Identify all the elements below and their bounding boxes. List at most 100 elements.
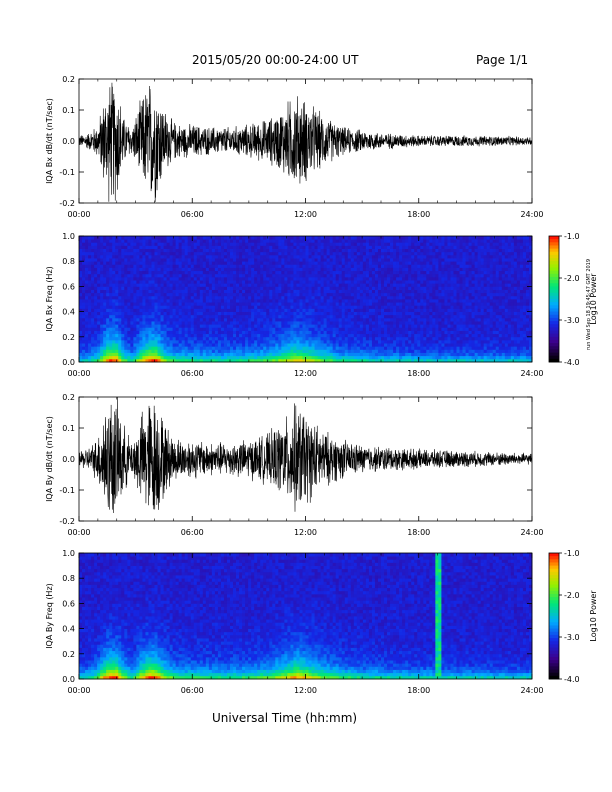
spectrogram-cell [350,339,355,344]
spectrogram-cell [175,305,180,309]
spectrogram-cell [205,289,210,294]
spectrogram-cell [275,327,279,331]
spectrogram-cell [157,324,161,328]
spectrogram-cell [184,324,189,328]
spectrogram-cell [411,251,415,256]
spectrogram-cell [278,302,282,306]
spectrogram-cell [305,358,309,363]
spectrogram-cell [381,346,385,350]
spectrogram-cell [226,245,231,249]
spectrogram-cell [169,336,174,341]
spectrogram-cell [368,245,373,249]
spectrogram-cell [371,336,376,341]
spectrogram-cell [390,270,394,275]
spectrogram-cell [326,339,331,344]
spectrogram-cell [314,248,318,253]
spectrogram-cell [353,317,358,322]
spectrogram-cell [323,349,328,353]
spectrogram-cell [429,286,433,290]
spectrogram-cell [154,267,158,272]
spectrogram-cell [269,264,273,268]
spectrogram-cell [323,239,328,243]
spectrogram-cell [239,270,243,275]
spectrogram-cell [356,248,361,253]
spectrogram-cell [124,254,128,259]
spectrogram-cell [202,317,207,322]
spectrogram-cell [287,299,291,303]
spectrogram-cell [341,273,346,278]
spectrogram-cell [347,267,352,272]
spectrogram-cell [384,355,388,360]
spectrogram-cell [426,280,430,284]
spectrogram-cell [106,305,110,309]
spectrogram-cell [284,264,288,268]
spectrogram-cell [408,336,412,341]
spectrogram-cell [426,317,430,322]
spectrogram-cell [175,324,180,328]
spectrogram-cell [408,317,412,322]
spectrogram-cell [91,280,95,284]
y-tick-label: -0.1 [59,168,75,177]
spectrogram-cell [103,295,107,300]
spectrogram-cell [293,321,297,325]
spectrogram-cell [350,251,355,256]
spectrogram-cell [148,286,152,290]
spectrogram-cell [341,292,346,297]
spectrogram-cell [305,254,309,259]
spectrogram-cell [214,352,219,357]
spectrogram-cell [329,339,334,344]
spectrogram-cell [374,327,379,331]
spectrogram-cell [193,236,198,240]
spectrogram-cell [106,267,110,272]
spectrogram-cell [423,358,427,363]
spectrogram-cell [429,299,433,303]
spectrogram-cell [223,261,228,265]
spectrogram-cell [154,245,158,249]
spectrogram-cell [290,317,294,322]
spectrogram-cell [160,267,164,272]
spectrogram-cell [266,242,270,246]
spectrogram-cell [202,292,207,297]
spectrogram-cell [353,324,358,328]
spectrogram-cell [353,339,358,344]
spectrogram-cell [248,330,252,335]
spectrogram-cell [109,286,113,290]
spectrogram-cell [426,299,430,303]
spectrogram-cell [332,343,337,347]
spectrogram-cell [130,276,134,281]
spectrogram-cell [196,258,201,262]
spectrogram-cell [341,299,346,303]
spectrogram-cell [399,339,403,344]
spectrogram-cell [163,339,167,344]
spectrogram-cell [384,358,388,363]
spectrogram-cell [326,333,331,338]
spectrogram-cell [257,289,261,294]
spectrogram-cell [305,314,309,319]
spectrogram-cell [94,346,98,350]
spectrogram-cell [317,330,321,335]
spectrogram-cell [175,352,180,357]
spectrogram-cell [408,258,412,262]
spectrogram-cell [405,317,409,322]
spectrogram-cell [432,355,436,360]
spectrogram-cell [254,302,258,306]
spectrogram-cell [178,349,183,353]
spectrogram-cell [124,286,128,290]
spectrogram-cell [139,292,143,297]
spectrogram-cell [296,276,300,281]
spectrogram-cell [190,343,195,347]
spectrogram-cell [239,308,243,312]
spectrogram-cell [257,308,261,312]
spectrogram-cell [82,254,86,259]
spectrogram-cell [441,358,445,363]
spectrogram-cell [374,254,379,259]
spectrogram-cell [151,305,155,309]
spectrogram-cell [166,336,170,341]
spectrogram-cell [417,343,421,347]
spectrogram-cell [284,302,288,306]
spectrogram-cell [178,302,183,306]
spectrogram-cell [211,352,216,357]
spectrogram-cell [266,314,270,319]
spectrogram-cell [356,308,361,312]
spectrogram-cell [248,305,252,309]
